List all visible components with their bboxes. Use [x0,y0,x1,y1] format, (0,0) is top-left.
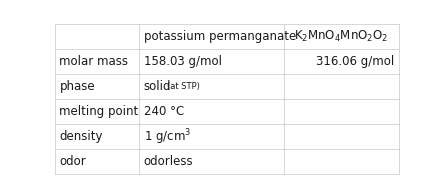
Text: phase: phase [59,80,95,93]
Text: solid: solid [144,80,171,93]
Text: odor: odor [59,155,86,168]
Text: potassium permanganate: potassium permanganate [144,30,296,43]
Text: melting point: melting point [59,105,139,118]
Text: 1 g/cm$^3$: 1 g/cm$^3$ [144,127,191,147]
Text: molar mass: molar mass [59,55,128,68]
Text: $\mathrm{K_2MnO_4MnO_2O_2}$: $\mathrm{K_2MnO_4MnO_2O_2}$ [294,29,389,44]
Text: 316.06 g/mol: 316.06 g/mol [316,55,395,68]
Text: 240 °C: 240 °C [144,105,184,118]
Text: odorless: odorless [144,155,193,168]
Text: 158.03 g/mol: 158.03 g/mol [144,55,222,68]
Text: density: density [59,130,103,143]
Text: (at STP): (at STP) [167,82,200,91]
